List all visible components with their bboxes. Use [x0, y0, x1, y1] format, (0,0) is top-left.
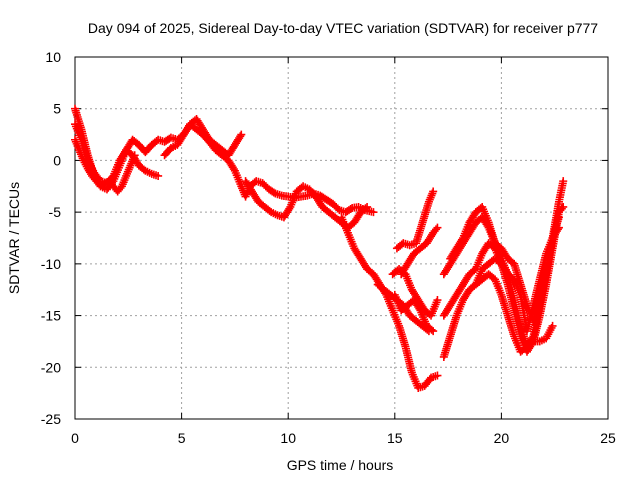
series-track-16: [471, 223, 563, 336]
series-track-4: [160, 120, 378, 217]
y-axis-label: SDTVAR / TECUs: [6, 182, 22, 294]
y-tick-label-minus10: -10: [41, 256, 61, 272]
data-point: [429, 327, 438, 336]
series-track-3: [71, 135, 139, 196]
data-point: [433, 296, 442, 305]
y-tick-label-minus5: -5: [49, 204, 62, 220]
data-point: [363, 202, 372, 211]
gridlines: [75, 57, 608, 419]
data-point: [433, 371, 442, 380]
data-point: [237, 130, 246, 139]
data-point: [554, 213, 563, 222]
x-axis-label: GPS time / hours: [287, 457, 394, 473]
data-point: [559, 177, 568, 186]
series-track-9: [390, 290, 438, 336]
y-tick-label-minus20: -20: [41, 359, 61, 375]
x-tick-label-5: 5: [178, 430, 186, 446]
x-tick-label-15: 15: [387, 430, 403, 446]
y-tick-label-minus25: -25: [41, 411, 61, 427]
data-point: [130, 151, 139, 160]
axis-ticks: [74, 56, 609, 420]
data-point: [554, 223, 563, 232]
series-track-5: [241, 177, 372, 232]
y-tick-label-minus15: -15: [41, 308, 61, 324]
series-track-8: [388, 265, 442, 320]
y-tick-label-10: 10: [45, 49, 61, 65]
y-tick-label-5: 5: [53, 101, 61, 117]
data-point: [369, 208, 378, 217]
chart-title: Day 094 of 2025, Sidereal Day-to-day VTE…: [88, 20, 598, 36]
data-point: [548, 321, 557, 330]
y-tick-label-0: 0: [53, 152, 61, 168]
x-tick-label-20: 20: [494, 430, 510, 446]
series-track-11: [397, 223, 442, 279]
x-tick-label-0: 0: [71, 430, 79, 446]
data-point: [429, 187, 438, 196]
x-tick-label-25: 25: [600, 430, 616, 446]
plot-area-border: [74, 56, 609, 420]
x-tick-label-10: 10: [280, 430, 296, 446]
data-points: [71, 104, 568, 392]
series-track-10: [392, 187, 438, 253]
data-point: [154, 171, 163, 180]
data-point: [433, 223, 442, 232]
